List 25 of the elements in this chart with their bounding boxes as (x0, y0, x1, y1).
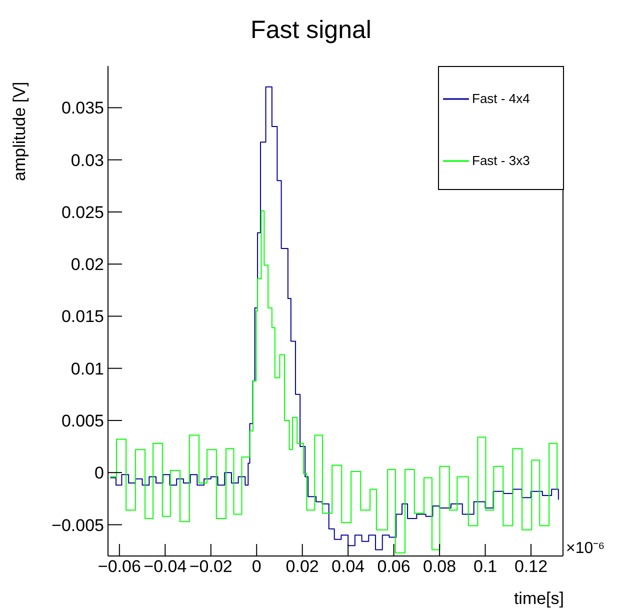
y-tick-label: 0.01 (70, 359, 104, 378)
legend-label: Fast - 4x4 (472, 91, 530, 106)
y-axis-title: amplitude [V] (10, 82, 30, 181)
x-tick-label: 0.1 (473, 557, 498, 576)
x-tick-label: 0.06 (377, 557, 410, 576)
y-tick-label: 0.035 (61, 98, 104, 118)
x-tick-label: 0.02 (286, 557, 319, 576)
y-tick-label: 0 (94, 464, 104, 483)
y-tick-label: 0.005 (61, 412, 104, 431)
x-tick-label: 0.08 (422, 557, 456, 576)
y-tick-label: 0.015 (61, 307, 104, 326)
x-tick-label: −0.04 (144, 557, 187, 576)
x-tick-label: −0.02 (189, 557, 232, 576)
y-tick-label: 0.025 (61, 202, 104, 222)
x-tick-label: 0 (252, 557, 262, 576)
x-tick-label: −0.06 (98, 557, 141, 576)
x-tick-label: 0.12 (514, 557, 548, 576)
text: ×10⁻⁶ (566, 539, 605, 558)
y-tick-label: −0.005 (52, 516, 104, 535)
chart-title: Fast signal (250, 16, 372, 45)
y-tick-label: 0.02 (70, 255, 104, 274)
x-axis-title: time[s] (514, 589, 564, 609)
legend-label: Fast - 3x3 (472, 153, 530, 168)
y-tick-label: 0.03 (70, 150, 104, 170)
x-tick-label: 0.04 (332, 557, 365, 576)
